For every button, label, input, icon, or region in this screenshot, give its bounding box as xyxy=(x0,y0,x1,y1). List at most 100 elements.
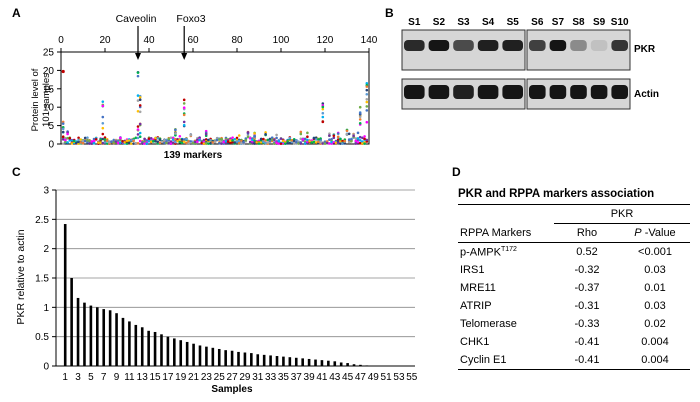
scatter-point xyxy=(136,142,140,145)
scatter-point xyxy=(229,139,232,143)
scatter-point xyxy=(182,120,186,124)
scatter-point xyxy=(334,141,338,145)
scatter-point xyxy=(180,138,184,141)
lane-label: S10 xyxy=(611,17,629,28)
blot-band xyxy=(549,85,567,99)
scatter-point xyxy=(248,137,252,140)
row-p-value: 0.02 xyxy=(644,318,666,330)
y-tick-label: 0 xyxy=(43,362,49,373)
x-tick-label: 29 xyxy=(239,372,251,383)
scatter-point xyxy=(178,138,182,141)
scatter-point xyxy=(77,140,80,144)
scatter-point xyxy=(290,139,294,142)
bar xyxy=(211,347,215,366)
association-table: PKR RPPA Markers Rho P -Value p-AMPKT172… xyxy=(458,204,690,370)
scatter-point xyxy=(77,138,80,142)
scatter-point xyxy=(292,139,296,143)
scatter-point xyxy=(314,138,318,141)
x-tick-label: 80 xyxy=(231,35,243,46)
scatter-point xyxy=(325,141,329,145)
scatter-point xyxy=(336,135,340,139)
table-title: PKR and RPPA markers association xyxy=(458,188,655,200)
scatter-point xyxy=(119,136,122,140)
lane-label: S2 xyxy=(433,17,446,28)
table-row: MRE11 -0.37 0.01 xyxy=(458,279,690,297)
scatter-point-outlier xyxy=(61,69,65,74)
scatter-point xyxy=(167,137,171,141)
scatter-point xyxy=(301,138,305,141)
scatter-point xyxy=(358,115,362,118)
scatter-point xyxy=(215,138,219,142)
scatter-point xyxy=(358,135,362,139)
scatter-point xyxy=(257,142,261,145)
blot-band xyxy=(611,85,628,99)
y-tick-label: 0.5 xyxy=(35,332,49,343)
scatter-point xyxy=(233,137,237,141)
scatter-point xyxy=(365,92,369,96)
scatter-point xyxy=(286,140,289,143)
lane-label: S4 xyxy=(482,17,495,28)
scatter-point xyxy=(248,140,252,144)
scatter-point xyxy=(79,141,83,144)
scatter-point xyxy=(81,139,85,142)
x-tick-label: 120 xyxy=(317,35,334,46)
scatter-point xyxy=(246,131,250,134)
scatter-point xyxy=(138,110,142,114)
scatter-point xyxy=(365,81,369,85)
annotation-foxo3: Foxo3 xyxy=(176,13,205,25)
scatter-point xyxy=(178,135,182,138)
scatter-point xyxy=(275,133,278,137)
scatter-point xyxy=(105,142,109,145)
scatter-point xyxy=(169,136,173,140)
y-tick-label: 2 xyxy=(43,244,49,255)
scatter-point xyxy=(92,137,96,141)
row-rho: -0.33 xyxy=(574,318,600,330)
scatter-point xyxy=(92,142,96,145)
y-tick-label: 2.5 xyxy=(35,215,49,226)
blot-band xyxy=(404,85,425,99)
scatter-point xyxy=(303,140,307,143)
scatter-point xyxy=(198,138,201,142)
scatter-point xyxy=(68,136,72,140)
bar xyxy=(307,358,311,366)
table-row: Cyclin E1 -0.41 0.004 xyxy=(458,351,690,370)
scatter-point xyxy=(319,141,322,144)
scatter-point xyxy=(308,139,311,143)
scatter-point xyxy=(253,139,256,142)
scatter-point xyxy=(163,141,166,145)
scatter-point xyxy=(240,139,243,142)
panel-a-y-axis-label-line1: Protein level of xyxy=(30,68,41,131)
scatter-point xyxy=(134,136,138,140)
scatter-point xyxy=(125,139,129,142)
scatter-point xyxy=(233,141,237,144)
p-italic: P xyxy=(634,227,642,239)
x-tick-label: 41 xyxy=(316,372,328,383)
scatter-point xyxy=(363,137,366,141)
scatter-point xyxy=(341,142,344,145)
x-tick-label: 47 xyxy=(355,372,367,383)
panel-c-bars xyxy=(63,224,414,367)
scatter-point xyxy=(101,126,105,130)
scatter-point xyxy=(138,139,142,143)
panel-letter-c: C xyxy=(12,165,21,179)
panel-b-blots xyxy=(401,29,631,110)
scatter-point xyxy=(303,137,307,141)
scatter-point xyxy=(182,140,186,143)
row-rho: -0.32 xyxy=(574,264,600,276)
scatter-point xyxy=(288,136,292,140)
scatter-point xyxy=(347,132,351,136)
scatter-point xyxy=(70,139,74,143)
scatter-point xyxy=(358,141,362,145)
bar xyxy=(256,354,260,366)
scatter-point xyxy=(138,131,142,135)
scatter-point xyxy=(262,140,265,144)
x-tick-label: 23 xyxy=(201,372,213,383)
lane-label: S7 xyxy=(552,17,565,28)
panel-d-association-table: PKR and RPPA markers association PKR RPP… xyxy=(458,188,690,370)
column-header-rho: Rho xyxy=(576,227,598,239)
row-marker: p-AMPK xyxy=(460,246,501,259)
scatter-point xyxy=(61,130,65,134)
scatter-point xyxy=(70,142,74,145)
scatter-point xyxy=(363,142,366,145)
scatter-point xyxy=(182,123,186,127)
